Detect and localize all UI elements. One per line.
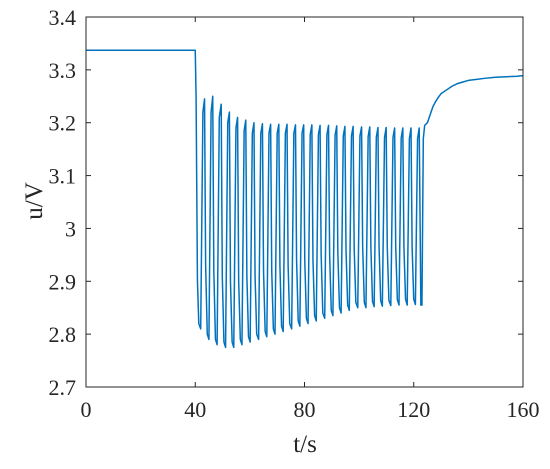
x-tick-label: 120 xyxy=(397,397,430,422)
plot-area xyxy=(86,49,524,349)
x-tick-label: 80 xyxy=(294,397,316,422)
axis-ticks xyxy=(85,16,524,388)
series-line-1 xyxy=(86,49,524,349)
y-tick-label: 3 xyxy=(65,216,76,241)
y-tick-label: 3.2 xyxy=(49,111,77,136)
y-tick-label: 2.7 xyxy=(49,375,77,400)
x-tick-label: 40 xyxy=(184,397,206,422)
tick-labels: 0 40 80 120 160 2.7 2.8 2.9 3 3.1 3.2 3.3 3.4 xyxy=(49,5,540,422)
y-tick-label: 3.4 xyxy=(49,5,77,30)
y-axis-title: u/V xyxy=(21,182,48,220)
y-tick-label: 2.8 xyxy=(49,322,77,347)
y-tick-label: 3.1 xyxy=(49,164,77,189)
x-tick-label: 0 xyxy=(81,397,92,422)
y-tick-label: 2.9 xyxy=(49,269,77,294)
y-tick-label: 3.3 xyxy=(49,58,77,83)
x-axis-title: t/s xyxy=(293,431,317,458)
x-tick-label: 160 xyxy=(507,397,540,422)
